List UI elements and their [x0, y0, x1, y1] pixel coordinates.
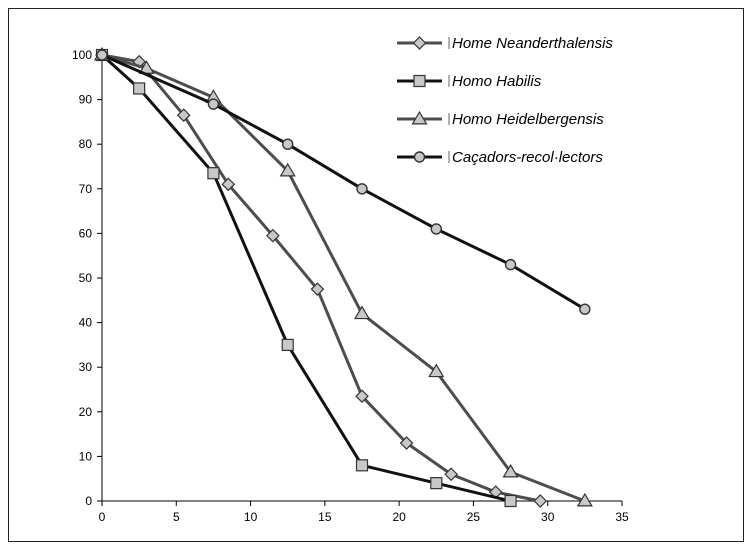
legend-item-1: Homo Habilis — [397, 73, 542, 90]
circle-marker — [356, 183, 368, 195]
circle-marker — [96, 49, 108, 61]
circle-marker — [504, 258, 517, 271]
square-marker — [430, 477, 443, 490]
y-tick-label: 90 — [79, 93, 93, 107]
square-marker — [207, 167, 220, 180]
series-0 — [95, 48, 548, 508]
x-tick-label: 15 — [318, 510, 332, 524]
x-tick-label: 5 — [173, 510, 180, 524]
circle-marker — [282, 138, 294, 150]
diamond-marker — [399, 436, 414, 450]
x-tick-label: 0 — [99, 510, 106, 524]
chart-frame — [8, 8, 744, 542]
y-tick-label: 0 — [85, 494, 92, 508]
y-tick-label: 60 — [79, 226, 93, 240]
y-tick-label: 100 — [72, 48, 92, 62]
triangle-marker — [353, 305, 371, 320]
x-tick-label: 20 — [392, 510, 406, 524]
diamond-marker — [176, 108, 191, 123]
x-tick-label: 10 — [244, 510, 258, 524]
circle-marker — [413, 151, 426, 163]
circle-marker — [430, 223, 442, 235]
y-tick-label: 30 — [79, 360, 93, 374]
y-tick-label: 80 — [79, 137, 93, 151]
y-tick-label: 10 — [79, 449, 93, 463]
square-marker — [504, 494, 517, 508]
triangle-marker — [411, 110, 428, 125]
circle-marker — [579, 303, 591, 315]
square-marker — [281, 338, 294, 351]
y-tick-label: 40 — [79, 316, 93, 330]
diamond-marker — [444, 467, 458, 482]
series-3 — [96, 49, 591, 315]
legend-label: Home Neanderthalensis — [452, 35, 613, 52]
legend: Home Neanderthalensis Homo Habilis Homo He… — [397, 35, 613, 166]
y-tick-label: 70 — [79, 182, 93, 196]
square-marker — [355, 459, 369, 472]
triangle-marker — [502, 463, 519, 478]
x-tick-label: 25 — [467, 510, 481, 524]
legend-item-3: Caçadors-recol·lectors — [397, 149, 603, 166]
legend-item-0: Home Neanderthalensis — [397, 35, 613, 52]
circle-marker — [207, 98, 220, 110]
x-tick-label: 35 — [615, 510, 629, 524]
diamond-marker — [355, 389, 369, 404]
axes: 0 10 20 30 40 50 60 70 80 90 100 0 5 10 15 20 25 30 35 — [72, 48, 629, 524]
triangle-marker — [576, 492, 593, 507]
x-tick-label: 30 — [541, 510, 555, 524]
diamond-marker — [221, 177, 236, 192]
triangle-marker — [279, 162, 296, 177]
plot-area — [93, 46, 593, 508]
diamond-marker — [266, 228, 280, 243]
square-marker — [133, 82, 146, 95]
legend-item-2: Homo Heidelbergensis — [397, 110, 604, 128]
y-tick-label: 50 — [79, 271, 93, 285]
y-tick-label: 20 — [79, 405, 93, 419]
diamond-marker — [310, 282, 325, 296]
series-line — [101, 53, 586, 503]
diamond-marker — [533, 494, 548, 508]
triangle-marker — [428, 363, 445, 378]
legend-label: Caçadors-recol·lectors — [452, 149, 603, 166]
square-marker — [413, 74, 426, 88]
legend-label: Homo Habilis — [452, 73, 542, 90]
diamond-marker — [412, 36, 427, 50]
series-line — [101, 53, 586, 311]
series-2 — [93, 46, 593, 507]
legend-label: Homo Heidelbergensis — [452, 111, 604, 128]
